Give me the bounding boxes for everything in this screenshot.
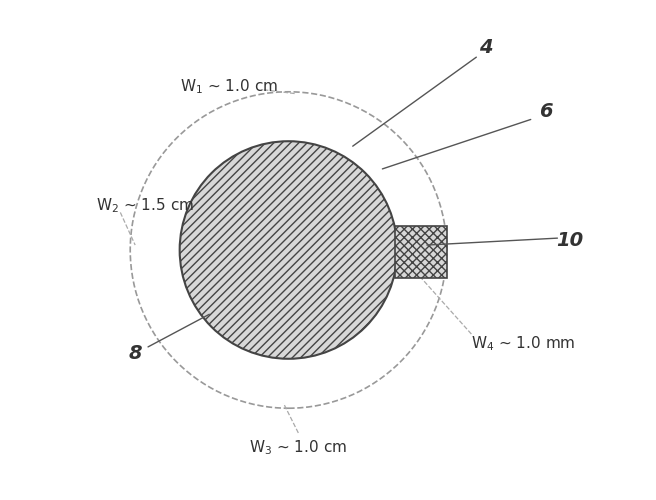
Text: W$_2$ ~ 1.5 cm: W$_2$ ~ 1.5 cm xyxy=(96,196,194,215)
Text: W$_1$ ~ 1.0 cm: W$_1$ ~ 1.0 cm xyxy=(180,78,278,96)
Text: W$_3$ ~ 1.0 cm: W$_3$ ~ 1.0 cm xyxy=(249,438,347,457)
Circle shape xyxy=(180,141,398,359)
Text: 4: 4 xyxy=(480,38,493,57)
Text: W$_4$ ~ 1.0 mm: W$_4$ ~ 1.0 mm xyxy=(472,334,576,353)
Bar xyxy=(396,226,447,278)
Text: 10: 10 xyxy=(557,230,584,250)
Text: 6: 6 xyxy=(539,102,552,121)
Text: 8: 8 xyxy=(129,344,142,364)
